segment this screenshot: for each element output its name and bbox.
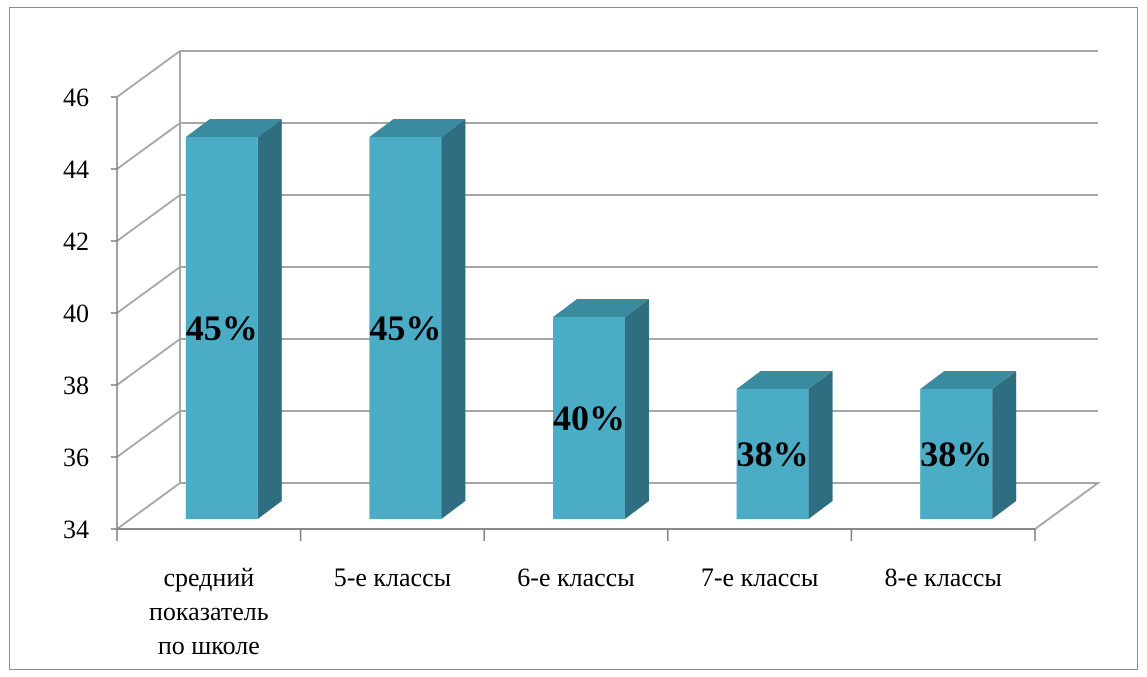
- bar: [185, 119, 282, 519]
- category-label: 7-е классы: [701, 563, 818, 592]
- bar-top: [553, 299, 649, 317]
- category-label: 6-е классы: [517, 563, 634, 592]
- category-label-line: 8-е классы: [884, 563, 1001, 592]
- data-label: 38%: [737, 434, 809, 474]
- gridline-side: [116, 50, 181, 98]
- gridline-side: [116, 338, 181, 386]
- category-label-line: 7-е классы: [701, 563, 818, 592]
- bar-side: [808, 371, 833, 519]
- bar-top: [369, 119, 466, 137]
- bar: [553, 299, 649, 519]
- data-label: 45%: [369, 308, 441, 348]
- data-label: 45%: [186, 308, 258, 348]
- y-tick-label: 34: [63, 515, 89, 544]
- bar-top: [185, 119, 282, 137]
- gridline-side: [116, 122, 181, 170]
- y-tick-label: 40: [63, 299, 89, 328]
- bar-side: [257, 119, 282, 519]
- gridline-side: [116, 194, 181, 242]
- y-tick-label: 36: [63, 443, 89, 472]
- category-label-line: по школе: [158, 631, 260, 660]
- y-tick-label: 38: [63, 371, 89, 400]
- gridline-side: [116, 410, 181, 458]
- y-tick-label: 44: [63, 155, 89, 184]
- y-tick-label: 46: [63, 83, 89, 112]
- bar: [736, 371, 833, 519]
- axes: [111, 96, 1036, 541]
- category-label: 5-е классы: [334, 563, 451, 592]
- data-labels: 45% 45% 40% 38% 38%: [186, 308, 992, 474]
- bar: [920, 371, 1017, 519]
- bars: [185, 119, 1017, 519]
- bar: [369, 119, 466, 519]
- bar-front: [553, 317, 625, 519]
- bar-front: [920, 389, 993, 519]
- category-label: 8-е классы: [884, 563, 1001, 592]
- bar-front: [369, 137, 442, 519]
- bar-front: [185, 137, 258, 519]
- y-tick-label: 42: [63, 227, 89, 256]
- gridline-side: [116, 266, 181, 314]
- bar-front: [736, 389, 809, 519]
- bar-top: [920, 371, 1017, 389]
- category-label-line: 5-е классы: [334, 563, 451, 592]
- bar-side: [992, 371, 1017, 519]
- category-label-line: 6-е классы: [517, 563, 634, 592]
- bar-side: [441, 119, 466, 519]
- data-label: 40%: [553, 398, 625, 438]
- category-label-line: средний: [163, 563, 254, 592]
- y-axis-tick-labels: 34 36 38 40 42 44 46: [63, 83, 89, 544]
- bar-side: [625, 299, 649, 519]
- category-label-line: показатель: [149, 597, 269, 626]
- data-label: 38%: [920, 434, 992, 474]
- x-axis-category-labels: средний показатель по школе 5-е классы 6-е к…: [149, 563, 1002, 660]
- category-label: средний показатель по школе: [149, 563, 269, 660]
- bar-top: [736, 371, 833, 389]
